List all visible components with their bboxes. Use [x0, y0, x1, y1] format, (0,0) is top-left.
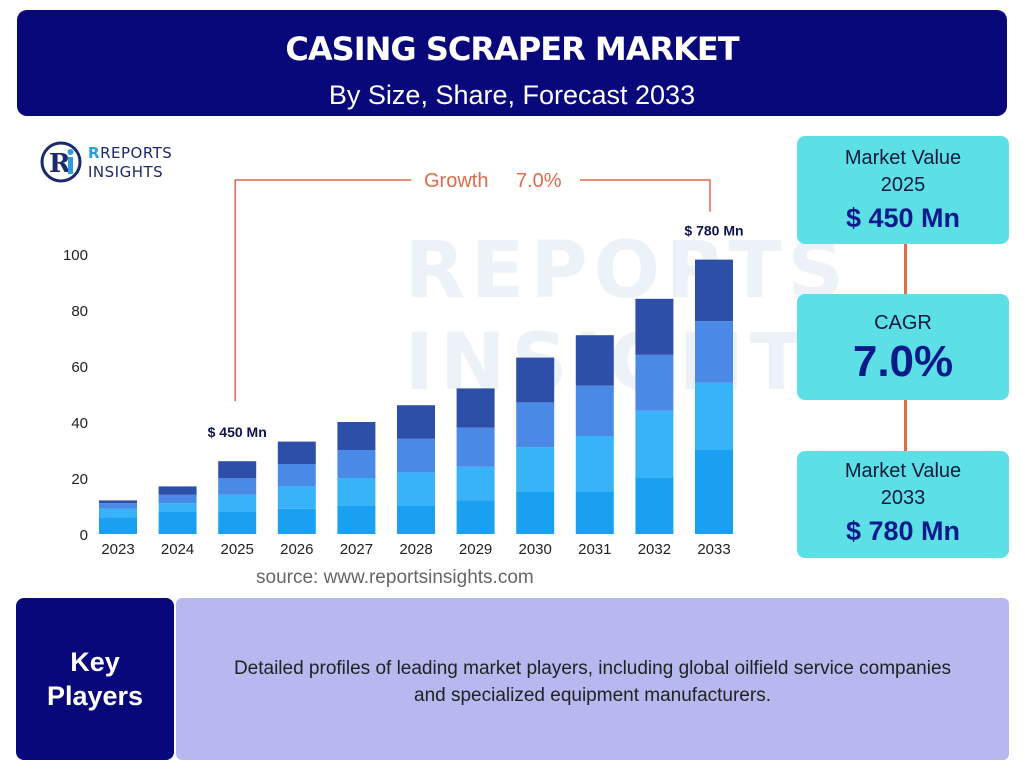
logo-line1: REPORTS: [100, 144, 173, 162]
y-tick-label: 0: [80, 527, 88, 544]
card-value: $ 450 Mn: [845, 203, 961, 233]
source-note: source: www.reportsinsights.com: [256, 567, 534, 588]
bar-segment: [456, 500, 495, 534]
bar-segment: [397, 405, 435, 439]
bar-segment: [277, 464, 316, 487]
bar-segment: [635, 354, 674, 411]
key-players-line1: Key: [70, 647, 120, 677]
growth-value: 7.0%: [516, 170, 562, 192]
y-tick-label: 100: [63, 247, 88, 264]
header-banner: CASING SCRAPER MARKET By Size, Share, Fo…: [17, 10, 1007, 116]
growth-label: Growth: [424, 170, 488, 192]
ri-logo-icon: R: [40, 141, 82, 183]
key-players-line2: Players: [46, 681, 144, 711]
x-tick-label: 2029: [459, 541, 492, 558]
bar-segment: [516, 447, 555, 492]
bar-segment: [337, 506, 376, 534]
x-tick-label: 2025: [221, 541, 254, 558]
bar-segment: [218, 494, 257, 512]
x-tick-label: 2031: [578, 541, 611, 558]
card-value: 7.0%: [852, 337, 954, 386]
stacked-bar-chart: 0 20 40 60 80 100 2023 2024 2025 2026 2027 2028 2029…: [63, 170, 744, 558]
bar-segment: [277, 441, 316, 464]
card-label: Market Value: [844, 460, 962, 482]
market-value-2025-card: Market Value 2025 $ 450 Mn: [797, 136, 1009, 244]
bar-segment: [99, 508, 137, 518]
logo-line2: INSIGHTS: [88, 163, 164, 181]
x-tick-label: 2030: [519, 541, 552, 558]
market-value-2033-card: Market Value 2033 $ 780 Mn: [797, 451, 1009, 558]
key-players-label: Key Players: [16, 598, 174, 760]
cagr-card: CAGR 7.0%: [797, 294, 1009, 400]
bar-segment: [158, 511, 197, 534]
connector-line-top: [904, 244, 907, 294]
x-tick-label: 2026: [280, 541, 313, 558]
bar-segment: [397, 472, 435, 506]
x-tick-label: 2024: [161, 541, 194, 558]
x-tick-label: 2032: [638, 541, 671, 558]
x-tick-label: 2027: [340, 541, 373, 558]
page-subtitle: By Size, Share, Forecast 2033: [328, 80, 696, 110]
bar-segment: [456, 427, 495, 467]
bar-segment: [158, 486, 197, 495]
bar-segment: [277, 508, 316, 534]
bar-segment: [575, 335, 614, 386]
description-line2: and specialized equipment manufacturers.: [414, 685, 771, 706]
card-value: $ 780 Mn: [845, 516, 961, 546]
y-tick-label: 80: [71, 303, 88, 320]
y-tick-label: 60: [71, 359, 88, 376]
bar-segment: [218, 461, 257, 478]
bar-segment: [575, 385, 614, 436]
bar-segment: [337, 450, 376, 478]
bar-segment: [337, 422, 376, 450]
bar-segment: [635, 478, 674, 534]
card-label: CAGR: [874, 312, 932, 334]
bar-segment: [99, 503, 137, 509]
connector-line-bottom: [904, 400, 907, 451]
x-tick-label: 2023: [101, 541, 134, 558]
card-year: 2033: [880, 487, 926, 509]
growth-line-right: [580, 179, 711, 212]
bar-segment: [456, 388, 495, 428]
bar-segment: [397, 506, 435, 534]
key-players-description: Detailed profiles of leading market play…: [176, 598, 1009, 760]
bar-segment: [695, 321, 733, 383]
bar-segment: [99, 500, 137, 504]
bar-segment: [516, 492, 555, 534]
page-title: CASING SCRAPER MARKET: [285, 30, 739, 68]
card-year: 2025: [880, 174, 926, 196]
bar-segment: [575, 492, 614, 534]
growth-line-left: [234, 179, 412, 402]
data-label: $ 450 Mn: [208, 424, 267, 440]
data-label: $ 780 Mn: [684, 223, 743, 239]
bar-segment: [277, 486, 316, 509]
x-tick-label: 2028: [399, 541, 432, 558]
bar-segment: [158, 503, 197, 512]
x-tick-label: 2033: [697, 541, 730, 558]
bar-segment: [695, 382, 733, 450]
bar-segment: [516, 402, 555, 448]
y-tick-label: 40: [71, 415, 88, 432]
bar-segment: [218, 511, 257, 534]
bar-segment: [99, 517, 137, 534]
bar-segment: [575, 436, 614, 492]
bar-segment: [456, 466, 495, 501]
svg-text:R: R: [49, 149, 71, 179]
bar-segment: [337, 478, 376, 506]
bar-segment: [397, 438, 435, 473]
bar-segment: [218, 478, 257, 495]
card-label: Market Value: [844, 147, 962, 169]
description-line1: Detailed profiles of leading market play…: [233, 658, 952, 679]
bar-segment: [158, 494, 197, 504]
y-tick-label: 20: [71, 471, 88, 488]
bar-segment: [695, 259, 733, 322]
bar-segment: [516, 357, 555, 403]
logo-text: RREPORTS INSIGHTS: [88, 144, 173, 181]
bar-segment: [695, 450, 733, 534]
bar-segment: [635, 298, 674, 355]
bar-segment: [635, 410, 674, 478]
